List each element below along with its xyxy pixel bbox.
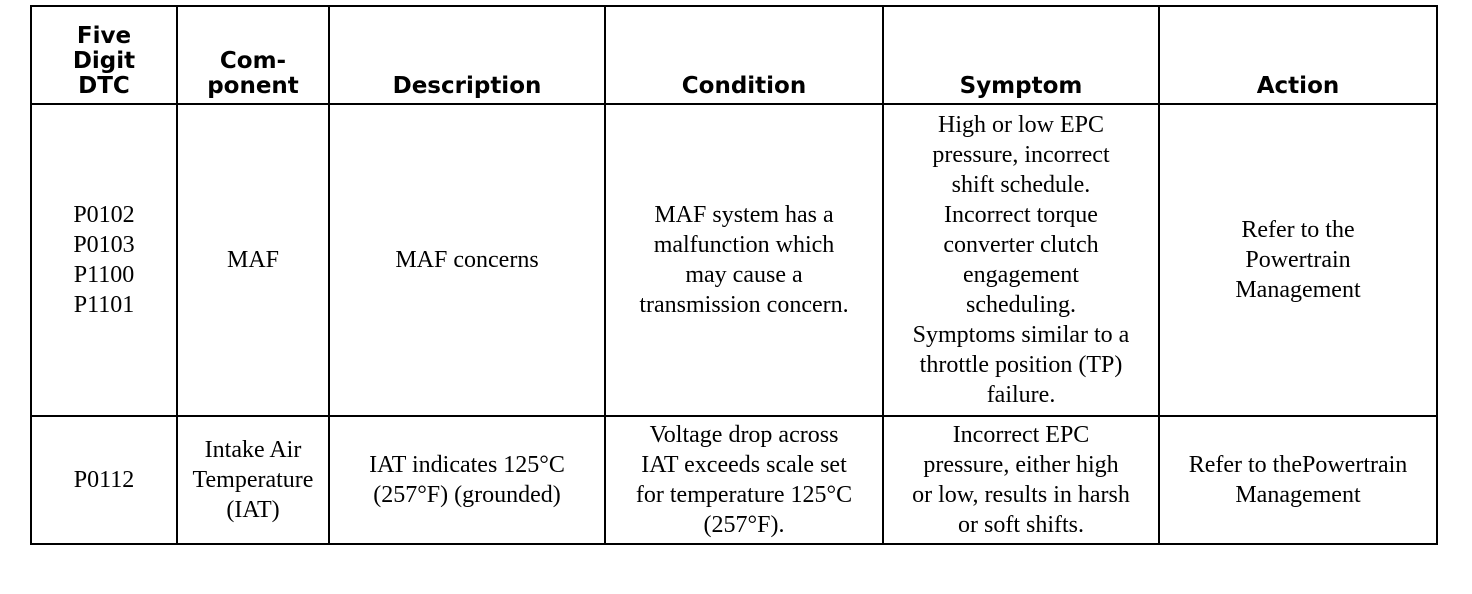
header-row: Five Digit DTC Com- ponent Description C…	[30, 5, 1438, 105]
cell-description: IAT indicates 125°C (257°F) (grounded)	[328, 415, 606, 545]
cell-component: Intake Air Temperature (IAT)	[176, 415, 330, 545]
cell-symptom: Incorrect EPC pressure, either high or l…	[882, 415, 1160, 545]
header-condition: Condition	[604, 5, 884, 105]
cell-description: MAF concerns	[328, 103, 606, 417]
header-action: Action	[1158, 5, 1438, 105]
header-description: Description	[328, 5, 606, 105]
cell-symptom: High or low EPC pressure, incorrect shif…	[882, 103, 1160, 417]
header-dtc: Five Digit DTC	[30, 5, 178, 105]
header-component: Com- ponent	[176, 5, 330, 105]
cell-condition: Voltage drop across IAT exceeds scale se…	[604, 415, 884, 545]
cell-condition: MAF system has a malfunction which may c…	[604, 103, 884, 417]
header-symptom: Symptom	[882, 5, 1160, 105]
cell-action: Refer to the Powertrain Management	[1158, 103, 1438, 417]
cell-component: MAF	[176, 103, 330, 417]
table-row: P0102 P0103 P1100 P1101 MAF MAF concerns…	[30, 103, 1438, 417]
cell-dtc: P0102 P0103 P1100 P1101	[30, 103, 178, 417]
table-row: P0112 Intake Air Temperature (IAT) IAT i…	[30, 415, 1438, 545]
dtc-table: Five Digit DTC Com- ponent Description C…	[30, 5, 1438, 545]
cell-dtc: P0112	[30, 415, 178, 545]
cell-action: Refer to thePowertrain Management	[1158, 415, 1438, 545]
